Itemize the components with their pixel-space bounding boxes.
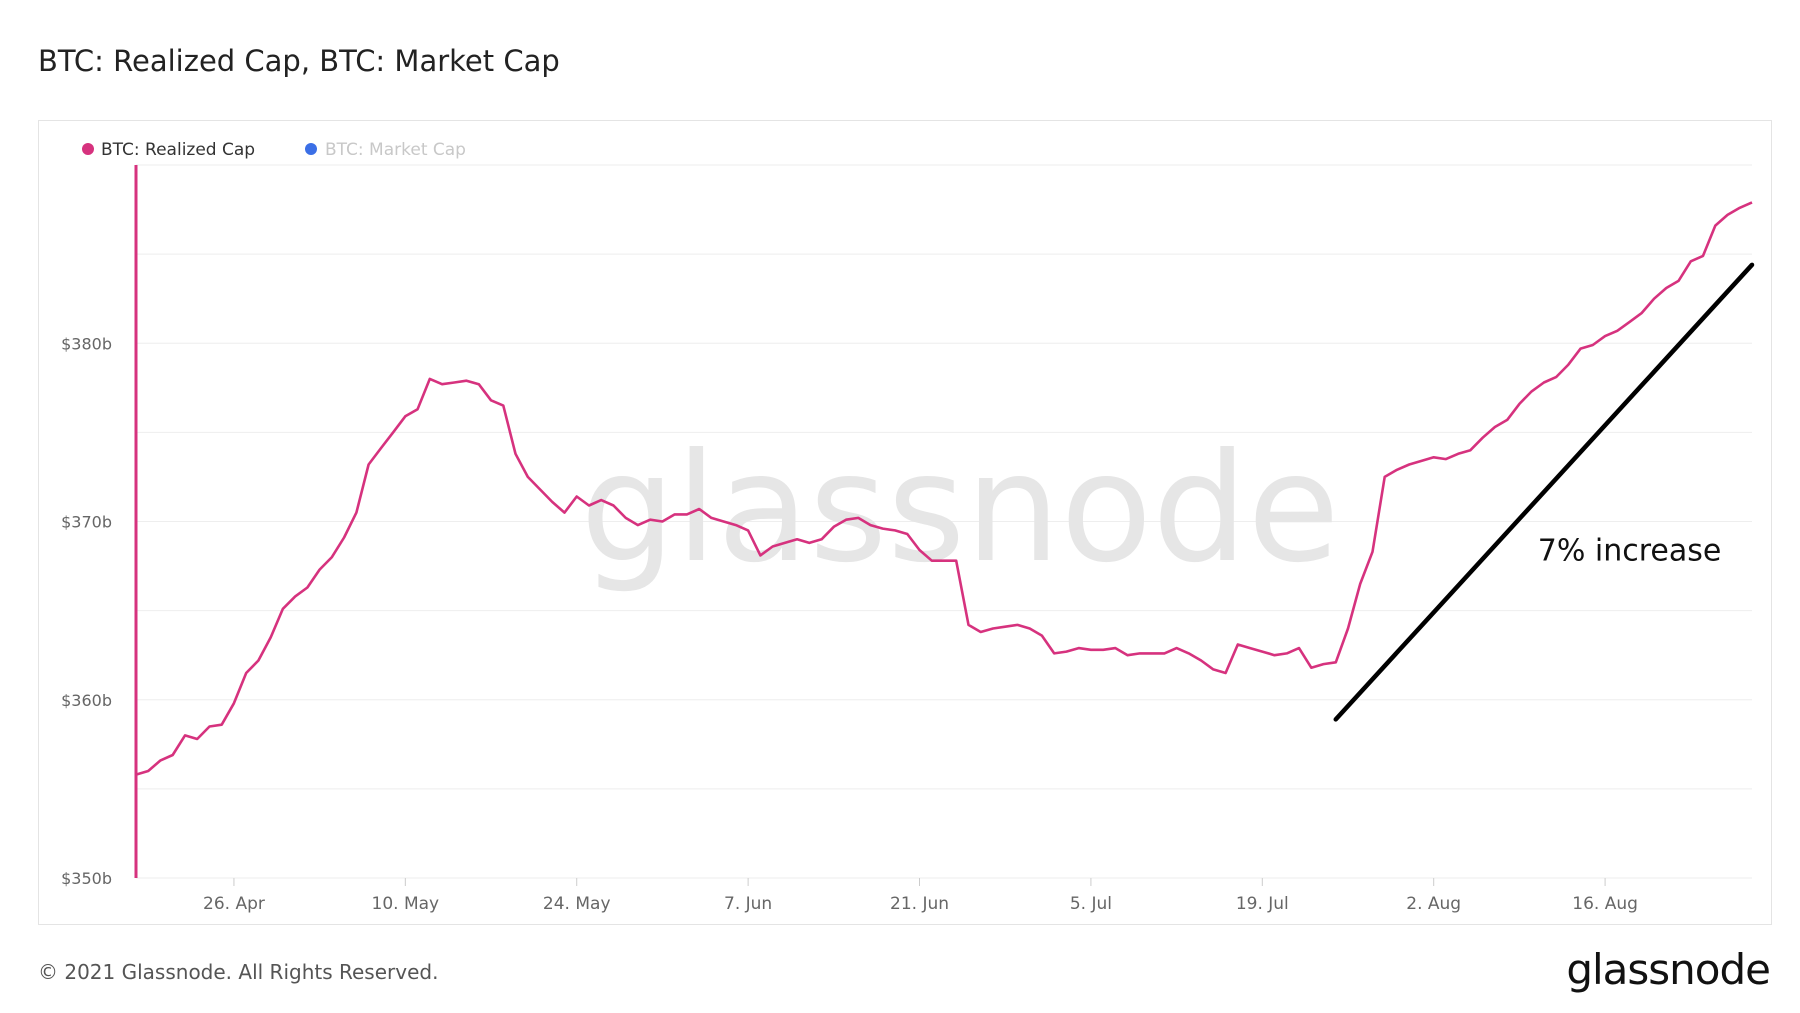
realized-cap-line[interactable] bbox=[135, 201, 1753, 776]
x-tick-label: 21. Jun bbox=[890, 894, 949, 914]
legend: BTC: Realized Cap BTC: Market Cap bbox=[82, 140, 466, 160]
x-tick-label: 19. Jul bbox=[1236, 894, 1289, 914]
y-tick-label: $370b bbox=[61, 513, 112, 532]
x-tick-label: 24. May bbox=[543, 894, 611, 914]
copyright-text: © 2021 Glassnode. All Rights Reserved. bbox=[38, 960, 439, 984]
legend-item-realized-cap[interactable]: BTC: Realized Cap bbox=[82, 140, 255, 160]
y-tick-label: $360b bbox=[61, 691, 112, 710]
x-tick-label: 5. Jul bbox=[1070, 894, 1112, 914]
x-tick-label: 10. May bbox=[372, 894, 440, 914]
y-tick-label: $350b bbox=[61, 869, 112, 888]
y-axis-ticks: $350b $360b $370b $380b bbox=[61, 334, 112, 888]
legend-label-market-cap: BTC: Market Cap bbox=[325, 140, 466, 160]
legend-dot-market-cap bbox=[305, 143, 317, 155]
x-tick-label: 26. Apr bbox=[203, 894, 265, 914]
legend-label-realized-cap: BTC: Realized Cap bbox=[101, 140, 255, 160]
legend-dot-realized-cap bbox=[82, 143, 94, 155]
x-tick-label: 7. Jun bbox=[724, 894, 772, 914]
watermark: glassnode bbox=[580, 422, 1339, 596]
x-axis-ticks: 26. Apr 10. May 24. May 7. Jun 21. Jun 5. Jul… bbox=[203, 878, 1638, 914]
x-tick-label: 16. Aug bbox=[1572, 894, 1638, 914]
y-tick-label: $380b bbox=[61, 334, 112, 353]
x-tick-label: 2. Aug bbox=[1406, 894, 1461, 914]
trend-line bbox=[1333, 262, 1755, 722]
legend-item-market-cap[interactable]: BTC: Market Cap bbox=[305, 140, 466, 160]
increase-annotation: 7% increase bbox=[1538, 534, 1722, 569]
glassnode-logo[interactable]: glassnode bbox=[1566, 945, 1771, 994]
grid-lines bbox=[136, 164, 1752, 879]
chart-title: BTC: Realized Cap, BTC: Market Cap bbox=[38, 44, 560, 78]
